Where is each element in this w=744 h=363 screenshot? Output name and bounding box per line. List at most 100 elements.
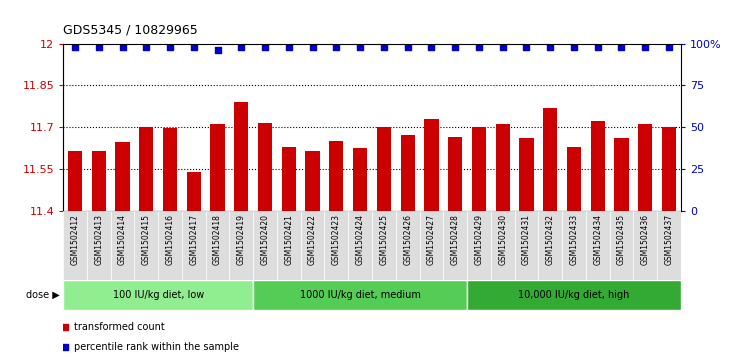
Bar [657,211,681,280]
Bar [609,211,633,280]
Bar [324,211,348,280]
Text: GSM1502422: GSM1502422 [308,214,317,265]
Bar [491,211,515,280]
Bar [92,151,106,211]
Point [69,44,81,50]
Text: GSM1502426: GSM1502426 [403,214,412,265]
Text: GSM1502425: GSM1502425 [379,214,388,265]
Bar [282,147,296,211]
Text: GSM1502424: GSM1502424 [356,214,365,265]
Bar [258,123,272,211]
Text: GSM1502416: GSM1502416 [166,214,175,265]
Text: dose ▶: dose ▶ [26,290,60,300]
Bar [206,211,229,280]
Point [544,44,556,50]
Point [117,44,129,50]
Bar [187,172,201,211]
Bar [448,137,462,211]
Bar [586,211,609,280]
Point [141,44,153,50]
Point [212,47,224,53]
Text: GSM1502429: GSM1502429 [475,214,484,265]
Bar [111,211,135,280]
Text: GSM1502420: GSM1502420 [260,214,269,265]
Bar [638,124,652,211]
Text: GSM1502417: GSM1502417 [190,214,199,265]
Text: GSM1502419: GSM1502419 [237,214,246,265]
Text: GSM1502421: GSM1502421 [284,214,293,265]
Text: GSM1502418: GSM1502418 [213,214,222,265]
Text: 10,000 IU/kg diet, high: 10,000 IU/kg diet, high [518,290,629,300]
Text: GSM1502433: GSM1502433 [569,214,578,265]
Point [426,44,437,50]
Bar [253,280,467,310]
Point [259,44,271,50]
Bar [591,122,605,211]
Bar [372,211,396,280]
Bar [163,129,177,211]
Point [301,267,312,273]
Text: GSM1502434: GSM1502434 [593,214,602,265]
Point [188,44,200,50]
Bar [376,127,391,211]
Bar [139,127,153,211]
Point [521,44,533,50]
Text: GSM1502430: GSM1502430 [498,214,507,265]
Text: GSM1502437: GSM1502437 [664,214,673,265]
Bar [424,119,438,211]
Point [568,44,580,50]
Bar [253,211,277,280]
Point [663,44,675,50]
Point [497,44,509,50]
Bar [115,142,129,211]
Bar [330,141,344,211]
Text: percentile rank within the sample: percentile rank within the sample [74,342,240,352]
Text: GSM1502413: GSM1502413 [94,214,103,265]
Bar [400,135,414,211]
Bar [467,211,491,280]
Bar [420,211,443,280]
Bar [562,211,586,280]
Point [473,44,485,50]
Bar [472,127,486,211]
Bar [87,211,111,280]
Bar [158,211,182,280]
Bar [443,211,467,280]
Point [301,85,312,91]
Text: GDS5345 / 10829965: GDS5345 / 10829965 [63,23,198,36]
Text: GSM1502427: GSM1502427 [427,214,436,265]
Text: GSM1502428: GSM1502428 [451,214,460,265]
Bar [567,147,581,211]
Point [307,44,318,50]
Bar [229,211,253,280]
Bar [661,127,676,211]
Point [164,44,176,50]
Point [615,44,627,50]
Bar [396,211,420,280]
Text: GSM1502423: GSM1502423 [332,214,341,265]
Text: GSM1502412: GSM1502412 [71,214,80,265]
Text: 100 IU/kg diet, low: 100 IU/kg diet, low [112,290,204,300]
Bar [63,280,253,310]
Bar [306,151,320,211]
Point [378,44,390,50]
Bar [348,211,372,280]
Text: GSM1502436: GSM1502436 [641,214,650,265]
Bar [301,211,324,280]
Text: GSM1502432: GSM1502432 [545,214,554,265]
Point [283,44,295,50]
Text: GSM1502414: GSM1502414 [118,214,127,265]
Text: transformed count: transformed count [74,322,165,332]
Bar [277,211,301,280]
Bar [63,211,87,280]
Point [235,44,247,50]
Point [93,44,105,50]
Point [354,44,366,50]
Bar [467,280,681,310]
Bar [496,124,510,211]
Bar [234,102,248,211]
Bar [68,151,83,211]
Point [402,44,414,50]
Bar [615,138,629,211]
Text: GSM1502415: GSM1502415 [142,214,151,265]
